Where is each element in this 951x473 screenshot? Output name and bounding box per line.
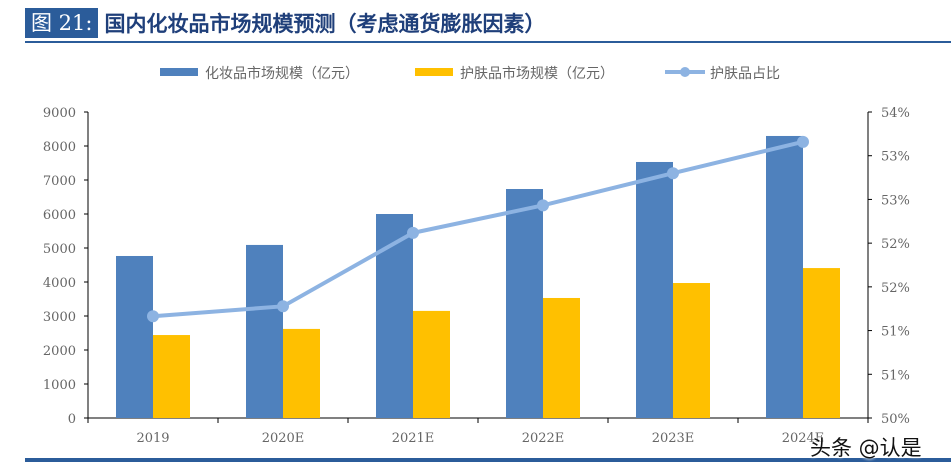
title-divider [25,41,951,43]
watermark: 头条 @认是 [810,436,922,460]
right-tick-label: 53% [881,150,910,165]
right-tick-label: 51% [881,325,910,340]
left-tick-label: 2000 [43,344,76,359]
left-tick-label: 5000 [43,242,76,257]
right-tick-label: 54% [881,106,910,121]
x-tick-label: 2022E [522,431,565,446]
legend-label: 护肤品市场规模（亿元） [460,65,614,82]
legend-swatch [415,68,453,76]
x-tick-label: 2020E [262,431,305,446]
bar-skincare [153,335,190,418]
left-tick-label: 4000 [43,276,76,291]
bar-skincare [413,310,450,418]
legend-marker [680,67,690,77]
legend-label: 护肤品占比 [710,66,780,82]
line-point [797,135,809,148]
line-point [407,226,419,239]
line-series [147,135,809,323]
axes: 0 1000 2000 3000 4000 5000 6000 7000 8000 9000 50%… [43,106,910,446]
x-tick-label: 2019 [136,431,169,446]
bar-skincare [803,268,840,418]
right-tick-label: 53% [881,193,910,208]
right-tick-label: 52% [881,237,910,252]
legend: 化妆品市场规模（亿元） 护肤品市场规模（亿元） 护肤品占比 [160,65,780,82]
x-tick-label: 2023E [652,431,695,446]
left-tick-label: 1000 [43,378,76,393]
legend-label: 化妆品市场规模（亿元） [205,65,359,82]
line-point [537,199,549,212]
left-tick-label: 8000 [43,140,76,155]
line-point [667,167,679,180]
bar-cosmetics [116,255,153,418]
line-point [147,310,159,323]
figure-title-bar: 图 21: 国内化妆品市场规模预测（考虑通货膨胀因素） [25,8,545,38]
bar-cosmetics [636,161,673,419]
left-tick-label: 9000 [43,106,76,121]
left-tick-label: 6000 [43,208,76,223]
x-tick-label: 2024E [782,431,825,446]
figure-title: 国内化妆品市场规模预测（考虑通货膨胀因素） [104,12,546,36]
right-tick-label: 52% [881,281,910,296]
bar-cosmetics [246,244,283,418]
bar-skincare [543,297,580,418]
figure-label: 图 21: [25,8,99,38]
bottom-divider [25,458,951,462]
legend-swatch [160,68,198,76]
bar-skincare [673,283,710,418]
bar-skincare [283,328,320,418]
right-tick-label: 50% [881,412,910,427]
x-tick-label: 2021E [392,431,435,446]
left-tick-label: 3000 [43,310,76,325]
line-point [277,300,289,313]
right-tick-label: 51% [881,368,910,383]
bar-cosmetics [766,135,803,418]
skincare-share-line [152,139,804,319]
left-tick-label: 7000 [43,174,76,189]
left-tick-label: 0 [68,412,76,427]
bars [116,135,840,419]
bar-cosmetics [506,189,543,418]
